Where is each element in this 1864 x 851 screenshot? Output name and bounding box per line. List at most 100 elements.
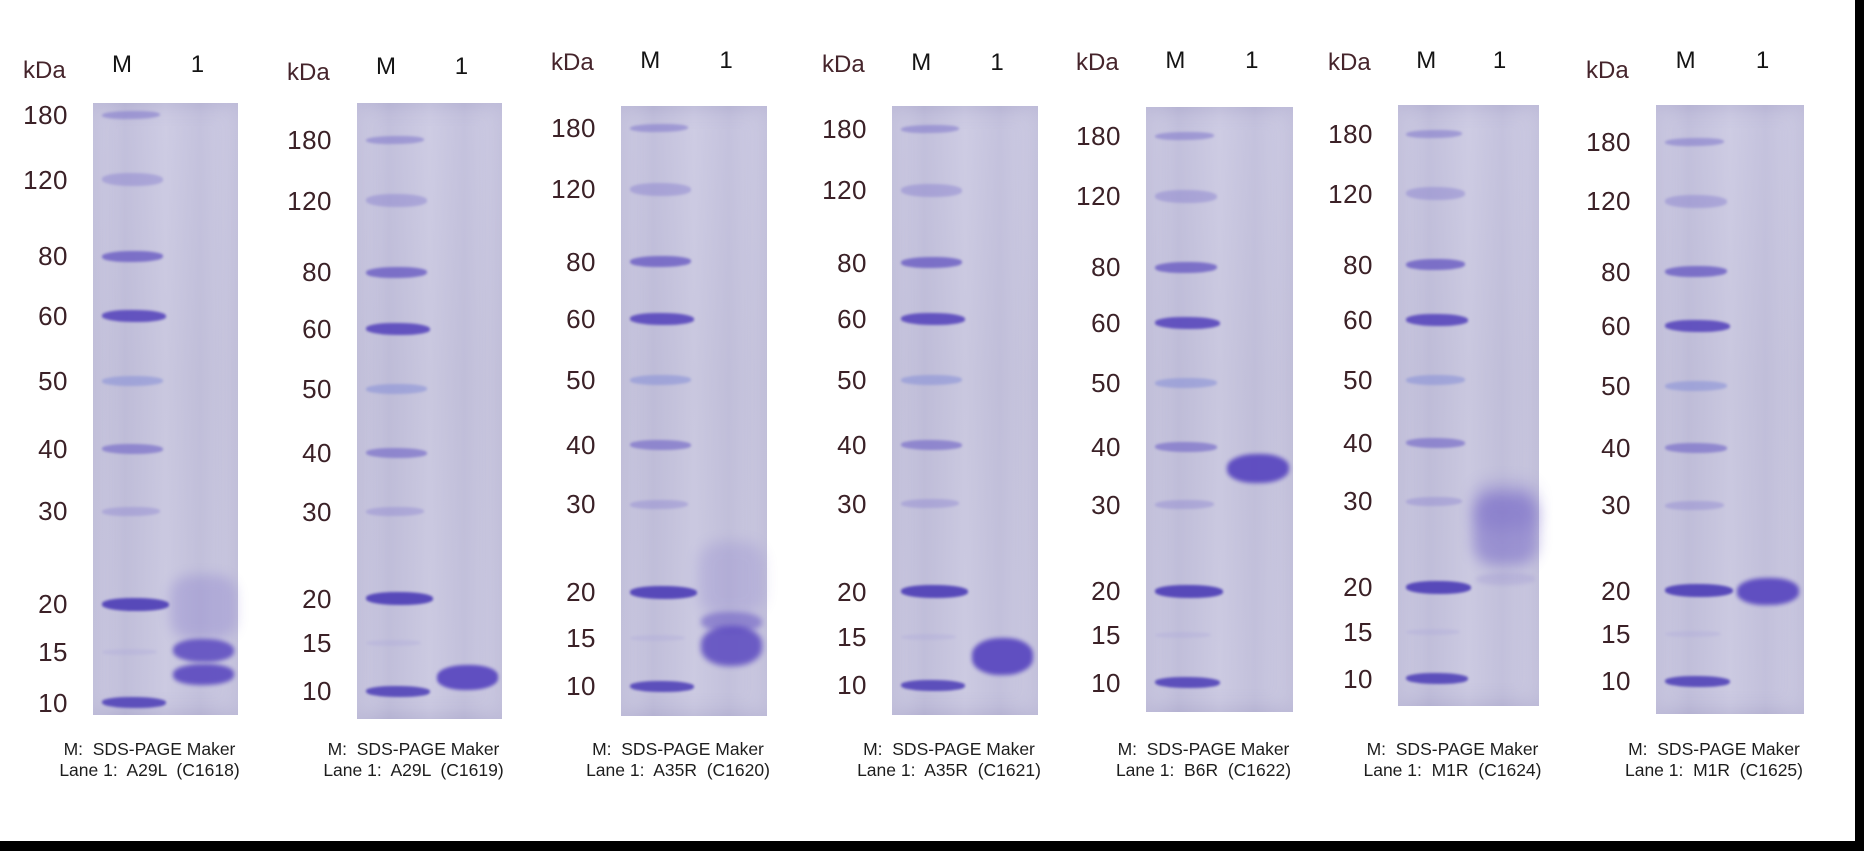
ladder-label-10: 10 (1601, 666, 1631, 697)
unit-label: kDa (1076, 49, 1119, 76)
ladder-label-20: 20 (302, 583, 332, 614)
caption-marker-line: M: SDS-PAGE Maker (327, 739, 500, 759)
bottom-border-bar (0, 841, 1864, 851)
caption-lane1-line: Lane 1: M1R (C1625) (1624, 760, 1803, 780)
ladder-label-30: 30 (38, 496, 68, 527)
ladder-label-60: 60 (1343, 305, 1373, 336)
marker-band-20 (1154, 584, 1223, 598)
ladder-label-120: 120 (551, 174, 596, 205)
ladder-label-30: 30 (1601, 490, 1631, 521)
marker-band-20 (629, 585, 697, 600)
caption-lane1-line: Lane 1: B6R (C1622) (1115, 760, 1292, 780)
ladder-label-50: 50 (1343, 365, 1373, 396)
ladder-label-60: 60 (837, 304, 867, 335)
unit-label: kDa (1328, 49, 1371, 76)
marker-band-15 (101, 648, 157, 655)
sample-lane-label: 1 (1755, 47, 1770, 74)
ladder-label-15: 15 (566, 622, 596, 653)
ladder-label-120: 120 (1328, 178, 1373, 209)
unit-label: kDa (822, 51, 865, 78)
caption-lane1-line: Lane 1: A35R (C1620) (586, 760, 770, 780)
marker-band-15 (629, 634, 686, 641)
marker-band-20 (1406, 580, 1472, 595)
unit-label: kDa (23, 57, 66, 84)
ladder-label-20: 20 (837, 576, 867, 607)
marker-band-40 (101, 443, 163, 455)
marker-band-15 (1406, 628, 1461, 635)
sample-band (1226, 453, 1289, 484)
marker-band-10 (365, 685, 430, 698)
marker-band-80 (101, 250, 163, 262)
unit-label: kDa (287, 59, 330, 86)
unit-label: kDa (551, 49, 594, 76)
ladder-label-120: 120 (23, 164, 68, 195)
gel-texture (892, 106, 1038, 715)
ladder-label-120: 120 (287, 185, 332, 216)
marker-band-40 (900, 439, 963, 451)
ladder-label-20: 20 (1343, 572, 1373, 603)
marker-band-120 (365, 193, 427, 208)
ladder-label-30: 30 (302, 496, 332, 527)
ladder-label-30: 30 (1343, 486, 1373, 517)
ladder-label-10: 10 (1091, 667, 1121, 698)
sample-lane-label: 1 (990, 49, 1004, 76)
marker-band-50 (101, 375, 163, 387)
ladder-label-180: 180 (1076, 121, 1121, 152)
marker-lane-label: M (112, 51, 132, 78)
ladder-label-40: 40 (1091, 431, 1121, 462)
gel-texture (93, 103, 238, 715)
sample-lane-label: 1 (190, 51, 205, 78)
sample-smear (169, 574, 237, 640)
marker-lane-label: M (1165, 47, 1186, 74)
right-border-bar (1855, 0, 1864, 851)
ladder-label-40: 40 (566, 429, 596, 460)
ladder-label-180: 180 (287, 124, 332, 155)
sample-band (172, 638, 234, 663)
ladder-label-15: 15 (1091, 620, 1121, 651)
ladder-label-30: 30 (566, 489, 596, 520)
ladder-label-10: 10 (837, 670, 867, 701)
marker-band-20 (101, 597, 169, 611)
sample-lane-label: 1 (454, 53, 469, 80)
caption-marker-line: M: SDS-PAGE Maker (63, 739, 236, 759)
ladder-label-20: 20 (1601, 575, 1631, 606)
ladder-label-40: 40 (302, 438, 332, 469)
ladder-label-50: 50 (837, 365, 867, 396)
ladder-label-80: 80 (302, 257, 332, 288)
ladder-label-20: 20 (1091, 576, 1121, 607)
marker-band-120 (1406, 187, 1466, 201)
ladder-label-15: 15 (1343, 616, 1373, 647)
ladder-label-180: 180 (1586, 127, 1631, 158)
sample-smear (1472, 492, 1538, 566)
sample-lane-label: 1 (1492, 47, 1507, 74)
ladder-label-40: 40 (38, 433, 68, 464)
gel-image (1146, 107, 1293, 712)
marker-band-120 (1664, 194, 1728, 209)
sample-lane-label: 1 (719, 47, 733, 74)
ladder-label-40: 40 (837, 429, 867, 460)
ladder-label-20: 20 (38, 589, 68, 620)
ladder-label-40: 40 (1601, 433, 1631, 464)
gel-image (1398, 105, 1539, 706)
ladder-label-50: 50 (1091, 368, 1121, 399)
ladder-label-50: 50 (38, 365, 68, 396)
marker-lane-label: M (911, 49, 932, 76)
ladder-label-10: 10 (1343, 663, 1373, 694)
ladder-label-50: 50 (566, 365, 596, 396)
ladder-label-120: 120 (822, 175, 867, 206)
ladder-label-120: 120 (1586, 186, 1631, 217)
marker-band-30 (101, 506, 160, 517)
ladder-label-80: 80 (1343, 249, 1373, 280)
sample-band (1737, 577, 1800, 605)
ladder-label-60: 60 (38, 301, 68, 332)
ladder-label-80: 80 (1091, 252, 1121, 283)
sample-smear (697, 541, 766, 616)
sample-lane-label: 1 (1245, 47, 1259, 74)
marker-band-80 (1664, 265, 1728, 278)
gel-texture (1398, 105, 1539, 706)
sample-band (172, 663, 234, 685)
ladder-label-60: 60 (566, 303, 596, 334)
marker-lane-label: M (376, 53, 396, 80)
marker-lane-label: M (640, 47, 661, 74)
